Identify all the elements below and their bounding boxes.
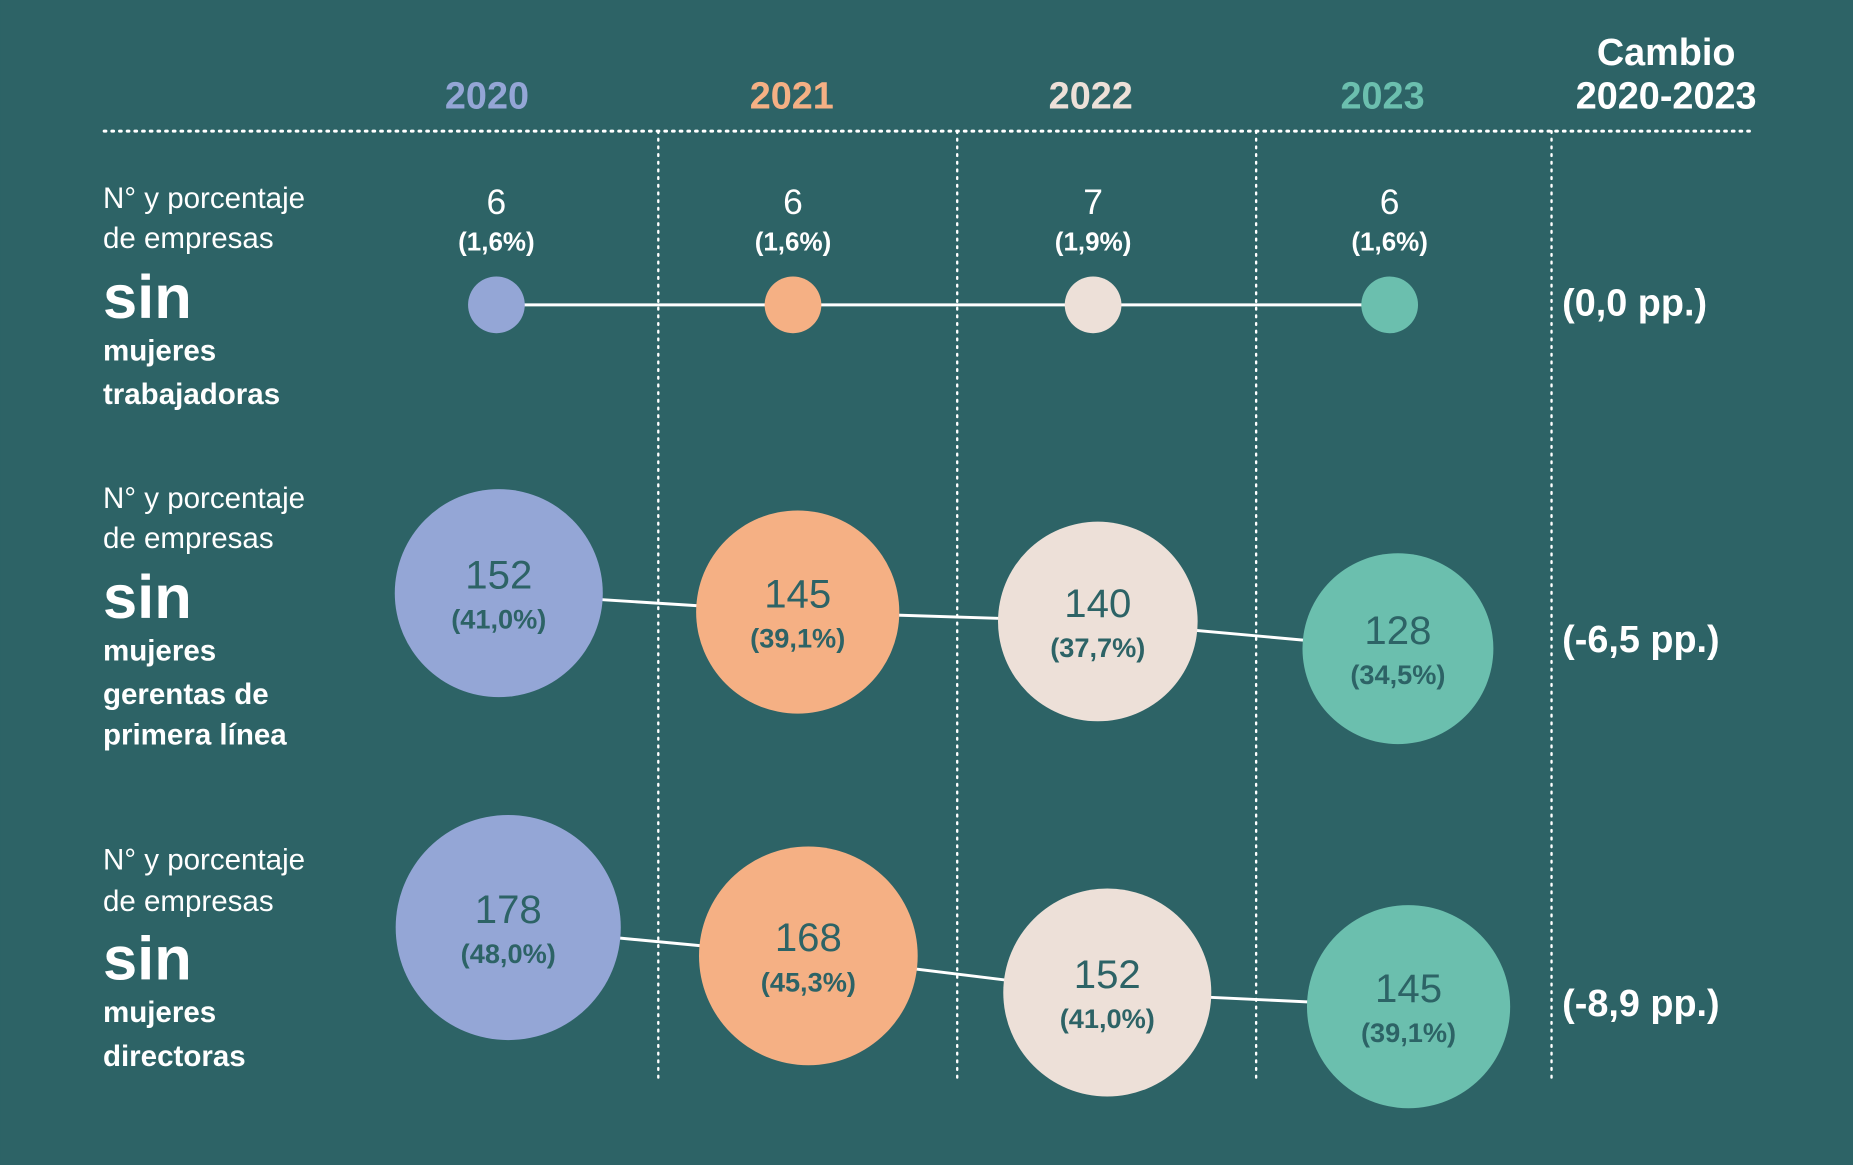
change-header: Cambio <box>1597 32 1736 74</box>
year-label-2021: 2021 <box>750 76 834 118</box>
row-label-line: mujeres <box>103 634 216 667</box>
change-value: (0,0 pp.) <box>1562 282 1707 324</box>
value-label: 152 <box>465 552 532 597</box>
bubble-2021 <box>699 846 918 1066</box>
bubble-2022 <box>1003 888 1212 1097</box>
bubble-2023 <box>1361 276 1419 334</box>
value-label: 168 <box>775 915 842 960</box>
bubble-2020 <box>395 814 621 1041</box>
bubble-2021 <box>764 276 822 334</box>
percent-label: (1,6%) <box>755 226 832 256</box>
grid <box>102 129 1757 1083</box>
value-label: 145 <box>764 571 831 616</box>
change-header: 2020-2023 <box>1576 76 1757 118</box>
row-label-line: mujeres <box>103 996 216 1029</box>
row-label-line: primera línea <box>103 718 287 751</box>
row-label-line: directoras <box>103 1040 246 1073</box>
percent-label: (37,7%) <box>1050 632 1145 663</box>
year-label-2022: 2022 <box>1049 76 1133 118</box>
change-value: (-6,5 pp.) <box>1562 619 1719 661</box>
bubble-2023 <box>1306 905 1511 1109</box>
row-label-line: trabajadoras <box>103 378 280 411</box>
percent-label: (41,0%) <box>1060 1003 1155 1034</box>
percent-label: (39,1%) <box>750 622 845 653</box>
value-label: 6 <box>783 182 803 222</box>
row-label-line: mujeres <box>103 334 216 367</box>
year-label-2020: 2020 <box>445 76 529 118</box>
percent-label: (34,5%) <box>1350 659 1445 690</box>
value-label: 145 <box>1375 966 1442 1011</box>
row-label-line: sin <box>103 563 192 632</box>
change-value: (-8,9 pp.) <box>1562 983 1719 1025</box>
percent-label: (45,3%) <box>761 966 856 997</box>
percent-label: (1,6%) <box>458 226 535 256</box>
row-label-line: sin <box>103 263 192 332</box>
row-label-line: N° y porcentaje <box>103 844 305 877</box>
bubble-2022 <box>998 521 1198 722</box>
value-label: 6 <box>487 182 507 222</box>
row-label-line: de empresas <box>103 222 274 255</box>
row-label-line: de empresas <box>103 885 274 918</box>
value-label: 140 <box>1064 581 1131 626</box>
row-label-line: gerentas de <box>103 678 269 711</box>
bubble-2023 <box>1302 553 1494 745</box>
bubble-2022 <box>1064 276 1122 334</box>
row-label-line: N° y porcentaje <box>103 482 305 515</box>
value-label: 128 <box>1364 608 1431 653</box>
value-label: 6 <box>1380 182 1400 222</box>
value-label: 152 <box>1074 952 1141 997</box>
row-label-line: de empresas <box>103 522 274 555</box>
bubble-2021 <box>696 510 900 714</box>
percent-label: (48,0%) <box>461 938 556 969</box>
percent-label: (1,6%) <box>1351 226 1428 256</box>
percent-label: (39,1%) <box>1361 1017 1456 1048</box>
bubble-2020 <box>394 489 603 698</box>
row-label-line: N° y porcentaje <box>103 182 305 215</box>
value-label: 7 <box>1083 182 1103 222</box>
row-label-line: sin <box>103 924 192 993</box>
value-label: 178 <box>475 887 542 932</box>
year-label-2023: 2023 <box>1341 76 1425 118</box>
percent-label: (1,9%) <box>1055 226 1132 256</box>
bubble-2020 <box>468 276 525 334</box>
percent-label: (41,0%) <box>451 604 546 635</box>
